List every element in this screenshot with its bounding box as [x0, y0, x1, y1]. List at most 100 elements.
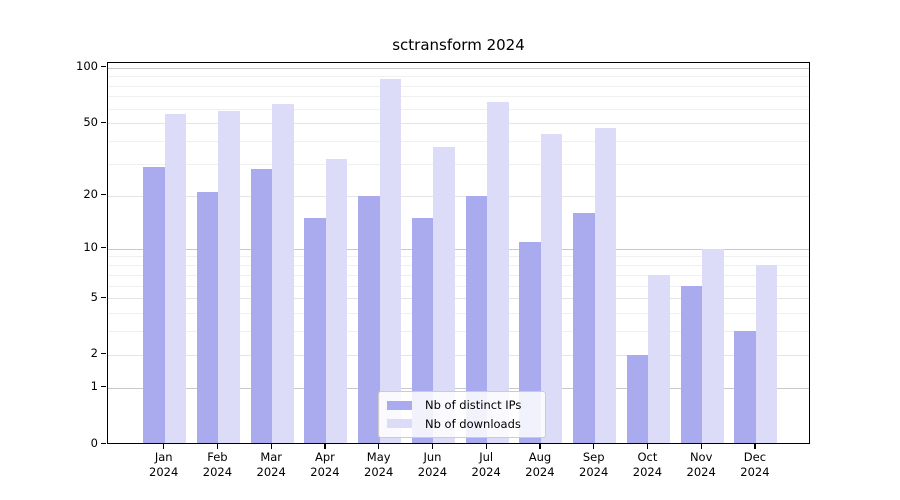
bar-downloads: [325, 158, 348, 444]
x-tick-year: 2024: [471, 465, 501, 479]
bar-distinct-ips: [680, 285, 703, 444]
minor-gridline: [108, 256, 809, 258]
y-tick-mark: [101, 194, 106, 196]
x-tick-mark: [700, 443, 702, 449]
minor-gridline: [108, 313, 809, 315]
x-tick-label: Aug 2024: [512, 450, 568, 480]
x-tick-mark: [378, 443, 380, 449]
bar-downloads: [540, 133, 563, 444]
x-tick-year: 2024: [740, 465, 770, 479]
x-tick-label: Jan 2024: [136, 450, 192, 480]
minor-gridline: [108, 285, 809, 287]
y-tick-label: 20: [83, 187, 98, 202]
y-tick-mark: [101, 353, 106, 355]
x-tick-month: Sep: [582, 450, 605, 464]
x-tick-year: 2024: [256, 465, 286, 479]
legend-item-downloads: Nb of downloads: [387, 417, 537, 431]
x-tick-month: Aug: [528, 450, 552, 464]
x-tick-mark: [324, 443, 326, 449]
x-tick-mark: [431, 443, 434, 449]
chart-title: sctransform 2024: [392, 36, 525, 54]
x-tick-year: 2024: [632, 465, 663, 479]
minor-gridline: [108, 141, 809, 143]
bar-downloads: [379, 78, 402, 444]
major-gridline: [108, 298, 809, 300]
minor-gridline: [108, 265, 809, 266]
x-tick-mark: [539, 443, 541, 449]
x-tick-label: Apr 2024: [297, 450, 353, 480]
x-tick-year: 2024: [686, 465, 716, 479]
x-tick-mark: [485, 443, 487, 449]
bar-distinct-ips: [358, 195, 380, 444]
minor-gridline: [108, 274, 809, 276]
y-tick-label: 10: [83, 240, 98, 255]
minor-gridline: [108, 76, 809, 78]
bar-distinct-ips: [196, 191, 219, 444]
x-tick-label: Dec 2024: [727, 450, 783, 480]
x-tick-label: Oct 2024: [619, 450, 675, 480]
minor-gridline: [108, 108, 809, 110]
y-tick-label: 5: [90, 289, 98, 304]
plot-area: [107, 62, 810, 444]
minor-gridline: [108, 331, 809, 333]
legend: Nb of distinct IPs Nb of downloads: [378, 391, 546, 438]
x-tick-label: Mar 2024: [243, 450, 299, 480]
x-tick-label: Jul 2024: [458, 450, 514, 480]
y-tick-mark: [101, 247, 106, 249]
x-tick-label: Nov 2024: [673, 450, 729, 480]
bar-distinct-ips: [250, 169, 273, 444]
major-gridline: [108, 387, 809, 389]
bar-distinct-ips: [143, 166, 165, 444]
legend-item-distinct-ips: Nb of distinct IPs: [387, 398, 537, 412]
bar-downloads: [218, 111, 240, 444]
x-tick-month: May: [366, 450, 391, 464]
x-tick-mark: [270, 443, 272, 449]
legend-label-downloads: Nb of downloads: [425, 416, 521, 431]
y-tick-label: 100: [76, 59, 98, 73]
x-tick-year: 2024: [525, 465, 555, 479]
major-gridline: [108, 123, 809, 125]
x-tick-mark: [216, 443, 219, 449]
bar-downloads: [648, 274, 670, 444]
x-tick-label: May 2024: [351, 450, 407, 480]
x-tick-year: 2024: [417, 465, 448, 479]
y-tick-label: 2: [90, 346, 98, 361]
minor-gridline: [108, 85, 809, 87]
x-tick-month: Oct: [637, 450, 658, 464]
bar-downloads: [433, 147, 455, 444]
x-tick-year: 2024: [202, 465, 233, 479]
bar-downloads: [272, 103, 294, 444]
legend-label-distinct-ips: Nb of distinct IPs: [425, 398, 522, 413]
bar-downloads: [487, 102, 509, 444]
x-tick-year: 2024: [149, 465, 179, 479]
bar-distinct-ips: [465, 195, 488, 444]
y-tick-label: 50: [83, 114, 98, 129]
bars-layer: [108, 63, 809, 444]
bar-distinct-ips: [734, 331, 756, 444]
bar-distinct-ips: [573, 213, 595, 444]
y-tick-mark: [101, 386, 106, 388]
bar-downloads: [164, 114, 187, 444]
x-tick-year: 2024: [579, 465, 609, 479]
x-tick-year: 2024: [364, 465, 394, 479]
y-tick-mark: [101, 65, 106, 68]
y-tick-label: 0: [90, 436, 98, 450]
bar-downloads: [702, 248, 724, 444]
x-tick-year: 2024: [310, 465, 340, 479]
x-tick-month: Jan: [154, 450, 173, 464]
x-tick-month: Jun: [423, 450, 442, 464]
x-tick-mark: [754, 443, 756, 449]
bar-distinct-ips: [304, 218, 326, 444]
y-tick-mark: [101, 442, 106, 445]
x-tick-label: Feb 2024: [189, 450, 245, 480]
legend-swatch-downloads: [387, 419, 412, 429]
major-gridline: [108, 195, 809, 197]
x-tick-month: Feb: [207, 450, 228, 464]
x-tick-mark: [646, 443, 649, 449]
y-tick-label: 1: [90, 379, 98, 394]
x-tick-label: Sep 2024: [566, 450, 622, 480]
minor-gridline: [108, 163, 809, 165]
legend-swatch-distinct-ips: [387, 400, 412, 410]
bar-distinct-ips: [411, 218, 434, 444]
